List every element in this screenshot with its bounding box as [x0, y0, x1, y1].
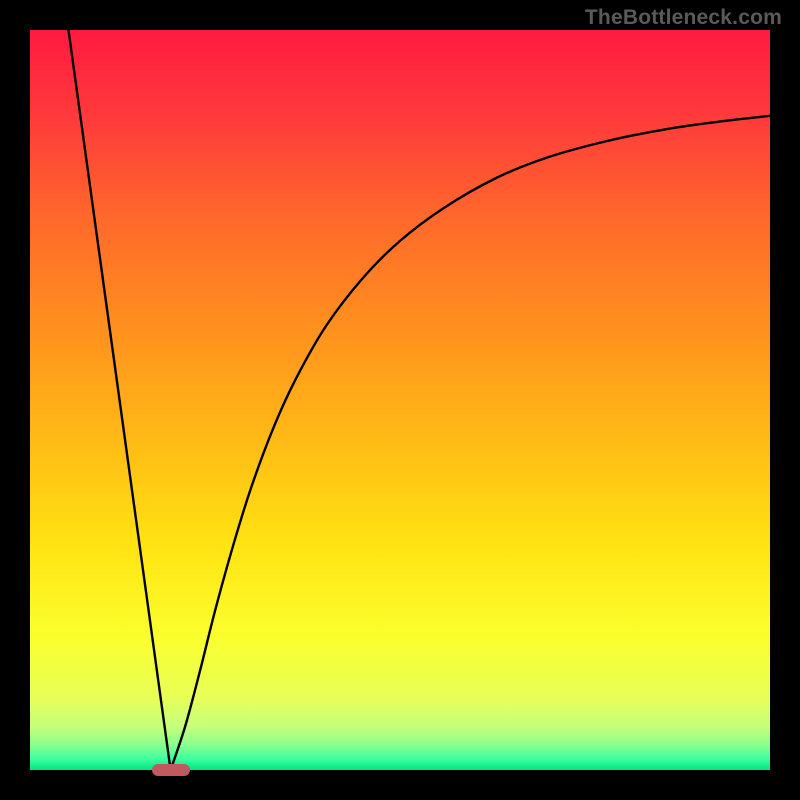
watermark-text: TheBottleneck.com: [585, 6, 782, 30]
plot-area: [30, 30, 770, 770]
curve-path: [68, 30, 770, 770]
chart-frame: TheBottleneck.com: [0, 0, 800, 800]
optimum-marker: [152, 764, 190, 776]
bottleneck-curve: [30, 30, 770, 770]
